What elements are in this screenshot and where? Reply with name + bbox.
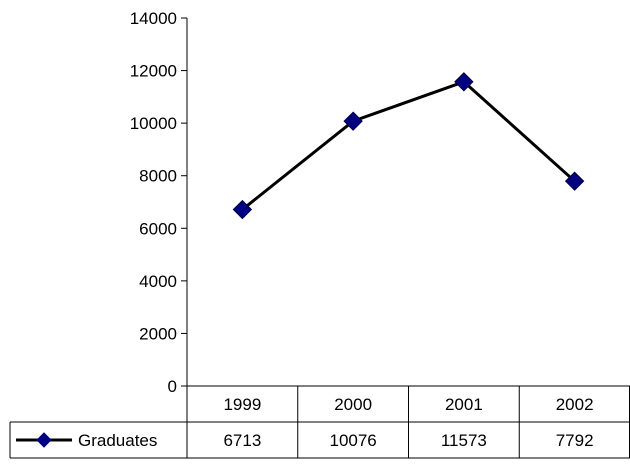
y-tick-label: 4000 [139,272,177,291]
y-tick-label: 6000 [139,219,177,238]
y-tick-label: 10000 [130,114,177,133]
legend-marker-key [36,432,52,448]
data-table-cell: 11573 [441,431,487,450]
y-tick-label: 0 [168,377,177,396]
x-category-label: 1999 [223,395,261,414]
data-table-cell: 7792 [556,431,594,450]
data-point [343,111,363,131]
y-axis-ticks: 0 2000 4000 6000 8000 10000 12000 14000 [130,9,187,396]
y-tick-label: 12000 [130,62,177,81]
y-tick-label: 8000 [139,167,177,186]
data-point [232,199,253,220]
y-tick-label: 2000 [139,324,177,343]
x-category-label: 2002 [556,395,594,414]
x-category-label: 2001 [445,395,483,414]
legend-label: Graduates [78,431,157,450]
series-graduates [232,72,585,220]
data-table: 1999 2000 2001 2002 6713 10076 11573 7792 Gradua… [9,385,630,459]
series-line [241,80,576,211]
x-category-label: 2000 [334,395,372,414]
y-tick-label: 14000 [130,9,177,28]
data-table-cell: 10076 [329,431,376,450]
data-table-cell: 6713 [223,431,261,450]
data-point [564,171,585,191]
data-point [454,72,474,92]
